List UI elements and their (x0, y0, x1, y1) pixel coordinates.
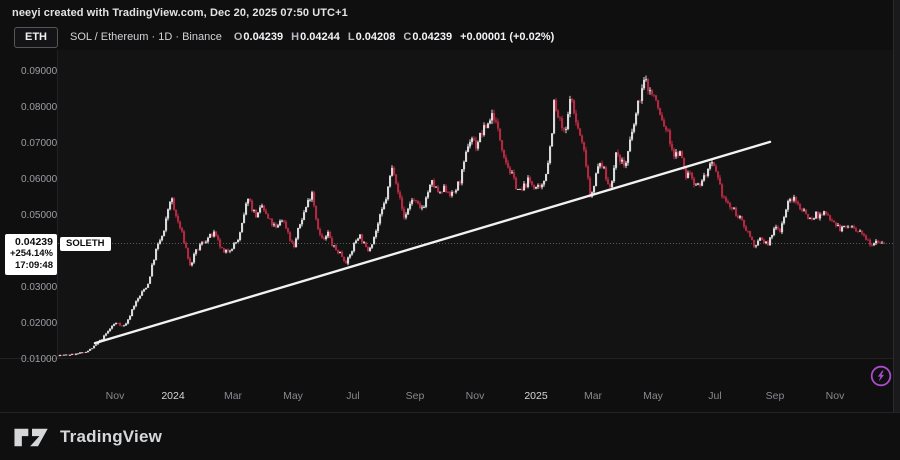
low-label: L (347, 31, 355, 43)
high-label: H (291, 31, 300, 43)
open-value: 0.04239 (243, 31, 284, 43)
high-value: 0.04244 (300, 31, 340, 43)
close-value: 0.04239 (412, 31, 453, 43)
x-axis-label: 2024 (161, 390, 185, 402)
x-axis-label: May (283, 390, 303, 402)
time-scale-divider (0, 358, 893, 359)
y-axis-label: 0.03000 (21, 282, 58, 293)
change-value: +0.00001 (+0.02%) (460, 31, 555, 43)
x-axis-label: Sep (765, 390, 785, 402)
x-axis-label: Sep (405, 390, 425, 402)
footer-bar: TradingView (0, 412, 900, 460)
boost-button[interactable] (868, 363, 894, 389)
y-axis-label: 0.01000 (21, 354, 58, 366)
tradingview-wordmark: TradingView (60, 426, 163, 446)
x-axis-label: Mar (223, 390, 243, 402)
y-axis-label: 0.02000 (21, 318, 58, 329)
current-price-value: 0.04239 (15, 236, 53, 248)
x-axis-label: Jul (346, 390, 360, 402)
price-chart-canvas[interactable] (58, 50, 893, 358)
price-scale-divider (57, 50, 58, 358)
x-axis-label: Nov (105, 390, 125, 402)
x-axis-label: Jul (708, 390, 722, 402)
y-axis-label: 0.05000 (21, 210, 58, 221)
ohlc-values: O 0.04239 H 0.04244 L 0.04208 C 0.04239 +0.0… (234, 31, 554, 43)
x-axis-label: Mar (583, 390, 603, 402)
open-label: O (233, 31, 243, 43)
lightning-bolt-icon (870, 365, 892, 387)
x-axis-label: Nov (825, 390, 845, 402)
low-value: 0.04208 (355, 31, 396, 43)
right-margin-strip (893, 0, 900, 412)
close-label: C (403, 31, 412, 43)
attribution-text: neeyi created with TradingView.com, Dec … (12, 7, 348, 19)
x-axis-label: Nov (465, 390, 485, 402)
y-axis-label: 0.06000 (21, 174, 58, 185)
x-axis-label: 2025 (524, 390, 548, 402)
symbol-button[interactable]: ETH (14, 26, 58, 48)
symbol-description[interactable]: SOL / Ethereum · 1D · Binance (70, 31, 222, 43)
x-axis-label: May (643, 390, 663, 402)
bar-countdown: 17:09:48 (14, 260, 53, 271)
current-price-change-pct: +254.14% (9, 248, 53, 259)
tradingview-logo[interactable]: TradingView (13, 425, 162, 449)
y-axis-label: 0.09000 (21, 65, 58, 77)
tradingview-mark-icon (14, 428, 48, 446)
y-axis-label: 0.07000 (21, 138, 58, 149)
chart-legend: ETH SOL / Ethereum · 1D · Binance O 0.042… (14, 26, 554, 48)
symbol-price-tag: SOLETH (60, 237, 111, 251)
y-axis-label: 0.08000 (21, 101, 58, 113)
current-price-label: 0.04239 +254.14% 17:09:48 (5, 234, 57, 275)
